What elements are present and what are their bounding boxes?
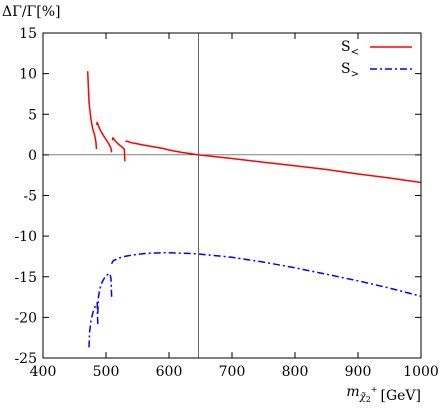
x-axis-title-unit: [GeV] [380,388,421,404]
series-line [88,302,99,348]
y-tick-label: -25 [14,351,37,367]
y-tick-label: 15 [19,26,37,42]
legend-label-s-greater-base: S [341,61,351,77]
y-tick-label: -20 [14,310,37,326]
series-line [110,252,422,298]
y-tick-label: 0 [28,148,37,164]
legend-entry-s-less: S< [341,39,412,58]
legend-label-s-less-base: S [341,39,351,55]
y-tick-label: 5 [28,107,37,123]
x-tick-label: 500 [93,364,120,380]
tick-labels: 400 500 600 700 800 900 1000 15 10 5 0 -5 -10 -15 -20 -… [14,26,438,380]
series-line [86,71,98,150]
x-tick-label: 600 [156,364,183,380]
plot-frame [42,32,422,359]
x-tick-label: 1000 [403,364,439,380]
series-s-greater [88,252,422,348]
legend: S< S> [341,39,412,80]
x-tick-label: 800 [282,364,309,380]
y-tick-label: -5 [23,189,37,205]
x-axis-title-base: m [346,384,359,400]
series-s-less [86,71,422,184]
series-line [111,137,126,162]
y-tick-label: 10 [19,67,37,83]
y-tick-label: -10 [14,229,37,245]
x-tick-label: 700 [219,364,246,380]
y-tick-label: -15 [14,270,37,286]
legend-label-s-less-sub: < [351,47,359,58]
legend-label-s-greater-sub: > [351,69,359,80]
x-axis-title: mχ̃2+ [GeV] [346,384,421,404]
axis-ticks [42,32,422,359]
series-line [97,272,113,314]
x-axis-title-subsub: 2 [366,395,371,404]
x-tick-label: 400 [30,364,57,380]
legend-label-s-greater: S> [341,61,359,80]
y-axis-title: ΔΓ/Γ[%] [2,4,60,20]
series-line [95,121,113,153]
series-line [125,140,422,184]
legend-label-s-less: S< [341,39,359,58]
x-axis-title-sub: χ̃ [359,392,367,403]
x-tick-label: 900 [345,364,372,380]
series-group [86,71,422,348]
x-axis-title-sup: + [371,385,378,394]
reference-lines [43,33,421,358]
legend-entry-s-greater: S> [341,61,412,80]
